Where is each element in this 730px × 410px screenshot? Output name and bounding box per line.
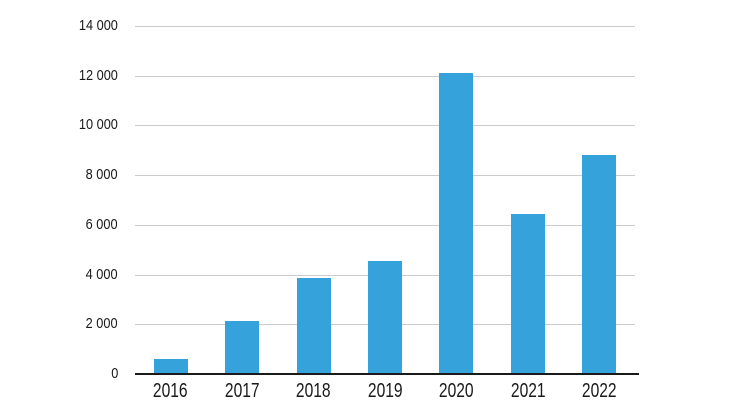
x-axis: 2016 2017 2018 2019 2020 2021 2022 (135, 379, 635, 405)
plot-area (135, 26, 639, 375)
x-tick-label: 2021 (492, 379, 563, 403)
bar-2019 (368, 260, 402, 374)
y-tick-label: 8 000 (86, 166, 118, 184)
gridline (135, 224, 635, 226)
y-tick-label: 2 000 (86, 315, 118, 333)
bar-2020 (439, 73, 474, 374)
gridline (135, 175, 635, 177)
y-axis: 0 2 000 4 000 6 000 8 000 10 000 12 000 14 000 (0, 17, 118, 382)
x-tick-label-text: 2019 (367, 380, 403, 402)
x-tick-label-text: 2020 (439, 380, 474, 402)
bar-2021 (510, 213, 545, 374)
gridline (135, 125, 635, 127)
y-tick-label: 14 000 (78, 17, 118, 34)
bar-2022 (582, 155, 617, 374)
x-axis-baseline (135, 373, 639, 375)
x-tick-label-text: 2017 (224, 380, 260, 402)
x-tick-label: 2016 (135, 379, 206, 403)
x-tick-label-text: 2018 (296, 380, 331, 402)
y-tick-label: 4 000 (86, 265, 118, 283)
bar-2018 (296, 278, 331, 374)
x-tick-label-text: 2021 (510, 380, 546, 402)
gridline (135, 75, 635, 77)
x-tick-label: 2018 (278, 379, 349, 403)
gridline (135, 26, 635, 27)
y-tick-label: 12 000 (78, 66, 118, 84)
x-tick-label: 2020 (421, 379, 492, 403)
y-tick-label: 6 000 (86, 215, 118, 233)
y-tick-label: 0 (110, 365, 118, 382)
x-tick-label-text: 2016 (153, 380, 189, 402)
bar-2016 (153, 359, 188, 374)
x-tick-label: 2022 (564, 379, 635, 403)
y-tick-label: 10 000 (78, 116, 118, 134)
x-tick-label-text: 2022 (581, 380, 617, 402)
x-tick-label: 2019 (349, 379, 420, 403)
bar-2017 (225, 320, 260, 374)
x-tick-label: 2017 (206, 379, 277, 403)
